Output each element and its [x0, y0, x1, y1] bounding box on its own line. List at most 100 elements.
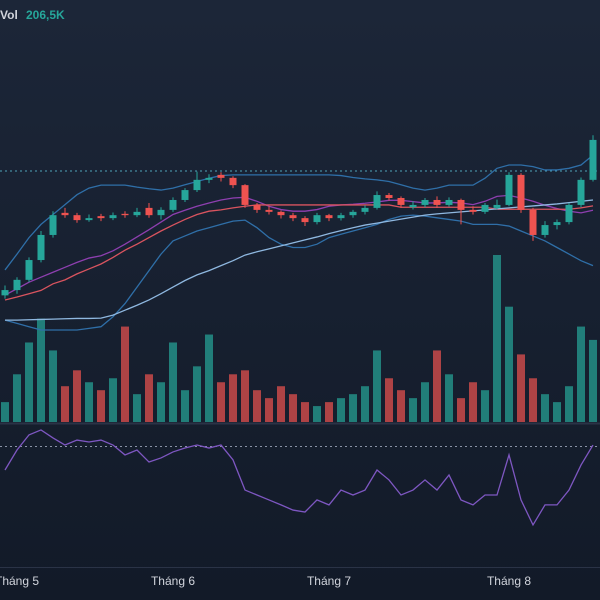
- volume-bar: [49, 350, 57, 422]
- x-tick-label: Tháng 7: [307, 574, 351, 588]
- candle-body: [493, 204, 501, 208]
- candle-body: [277, 211, 285, 216]
- candle-body: [445, 199, 453, 205]
- volume-bar: [433, 350, 441, 422]
- candle-body: [385, 195, 393, 198]
- candle-body: [289, 215, 297, 219]
- volume-bar: [553, 402, 561, 422]
- volume-bar: [145, 374, 153, 422]
- volume-bar: [541, 394, 549, 422]
- volume-bar: [169, 342, 177, 422]
- candle-body: [457, 199, 465, 210]
- volume-bar: [469, 382, 477, 422]
- candle-body: [253, 204, 261, 210]
- candle-body: [229, 177, 237, 186]
- volume-bar: [1, 402, 9, 422]
- candle-body: [97, 216, 105, 219]
- candle-body: [181, 190, 189, 200]
- x-tick-label: Tháng 8: [487, 574, 531, 588]
- volume-bar: [445, 374, 453, 422]
- volume-bar: [241, 370, 249, 422]
- volume-bar: [397, 390, 405, 422]
- volume-bar: [421, 382, 429, 422]
- candle-body: [157, 209, 165, 216]
- volume-bar: [109, 378, 117, 422]
- volume-bar: [25, 342, 33, 422]
- candle-body: [37, 234, 45, 261]
- candle-body: [145, 207, 153, 216]
- candle-body: [565, 204, 573, 223]
- candle-body: [61, 212, 69, 216]
- volume-label: Vol: [0, 8, 18, 22]
- volume-bar: [337, 398, 345, 422]
- candle-body: [421, 199, 429, 205]
- candle-body: [265, 209, 273, 212]
- volume-bar: [265, 398, 273, 422]
- candle-body: [589, 139, 597, 180]
- candle-body: [73, 215, 81, 221]
- volume-bar: [577, 326, 585, 422]
- volume-bar: [85, 382, 93, 422]
- candle-body: [517, 174, 525, 210]
- candle-body: [469, 209, 477, 212]
- volume-bar: [457, 398, 465, 422]
- volume-bar: [193, 366, 201, 422]
- volume-bar: [289, 394, 297, 422]
- volume-bar: [301, 402, 309, 422]
- candle-body: [25, 260, 33, 280]
- volume-bar: [505, 306, 513, 422]
- volume-bar: [13, 374, 21, 422]
- volume-bar: [97, 390, 105, 422]
- x-tick-label: Tháng 5: [0, 574, 39, 588]
- candle-body: [397, 198, 405, 205]
- volume-bar: [493, 255, 501, 422]
- volume-bar: [313, 406, 321, 422]
- volume-bar: [361, 386, 369, 422]
- candle-body: [13, 279, 21, 291]
- candle-body: [301, 218, 309, 223]
- volume-bar: [181, 390, 189, 422]
- candle-body: [349, 211, 357, 216]
- volume-bar: [565, 386, 573, 422]
- indicator-line: [4, 204, 594, 301]
- volume-bar: [217, 382, 225, 422]
- candle-body: [193, 179, 201, 191]
- volume-bar: [517, 354, 525, 422]
- candle-body: [361, 207, 369, 212]
- candle-body: [217, 174, 225, 178]
- volume-bar: [373, 350, 381, 422]
- volume-bar: [277, 386, 285, 422]
- volume-bar: [73, 370, 81, 422]
- candle-body: [553, 222, 561, 226]
- candle-body: [325, 215, 333, 219]
- candle-body: [577, 179, 585, 205]
- volume-bar: [385, 378, 393, 422]
- indicator-line: [4, 154, 594, 271]
- indicator-line: [4, 214, 594, 331]
- candle-body: [1, 290, 9, 296]
- volume-value: 206,5K: [26, 8, 65, 22]
- candle-body: [337, 215, 345, 219]
- volume-bar: [205, 334, 213, 422]
- candle-body: [49, 215, 57, 235]
- candle-body: [481, 204, 489, 212]
- candle-body: [373, 195, 381, 208]
- volume-bar: [253, 390, 261, 422]
- candle-body: [205, 177, 213, 180]
- candle-body: [541, 225, 549, 235]
- volume-bar: [37, 318, 45, 422]
- volume-bar: [325, 402, 333, 422]
- volume-bar: [121, 326, 129, 422]
- volume-bar: [157, 382, 165, 422]
- candle-body: [505, 174, 513, 205]
- candle-body: [409, 204, 417, 208]
- volume-bar: [529, 378, 537, 422]
- candle-body: [313, 215, 321, 223]
- volume-bar: [133, 394, 141, 422]
- candle-body: [109, 215, 117, 219]
- volume-bar: [229, 374, 237, 422]
- candle-body: [133, 211, 141, 216]
- candle-body: [529, 209, 537, 235]
